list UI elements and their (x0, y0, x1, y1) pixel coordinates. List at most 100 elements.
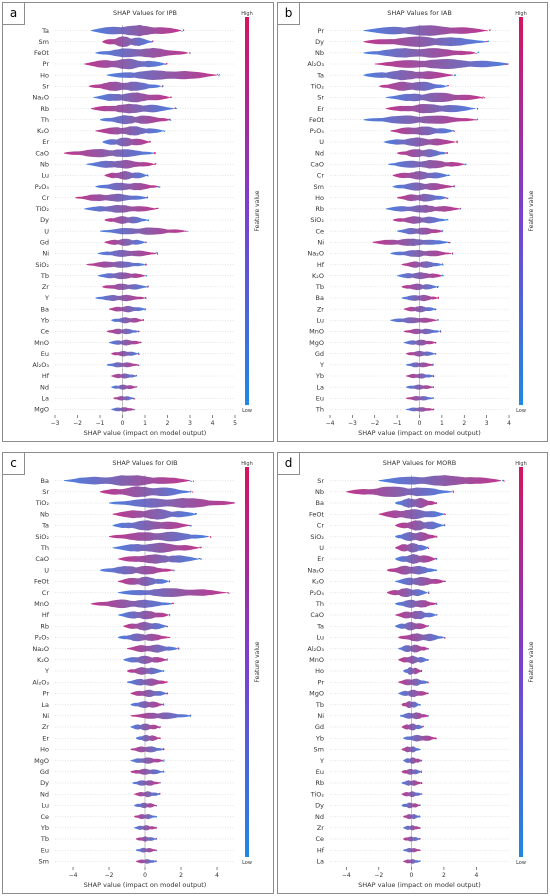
feature-label: Eu (316, 394, 324, 402)
outlier-dot (432, 386, 434, 388)
feature-label: Ta (316, 71, 324, 79)
feature-label: Ba (316, 294, 324, 302)
x-tick-label: 2 (462, 420, 466, 427)
feature-label: Ho (315, 667, 324, 675)
outlier-dot (155, 850, 157, 852)
feature-label: TiO₂ (35, 205, 50, 213)
outlier-dot (427, 659, 429, 661)
violin-U (383, 137, 456, 147)
colorbar (519, 467, 523, 857)
violin-FeOt (363, 115, 476, 124)
outlier-dot (227, 592, 229, 594)
feature-label: Pr (43, 60, 50, 68)
outlier-dot (145, 241, 147, 243)
feature-label: Ta (41, 522, 49, 530)
outlier-dot (427, 648, 429, 650)
outlier-dot (159, 726, 161, 728)
violin-Cr (395, 520, 444, 531)
violin-Ba (395, 497, 436, 509)
x-tick-label: 2 (179, 872, 183, 879)
outlier-dot (153, 152, 156, 154)
feature-label: Eu (41, 846, 49, 854)
violin-K₂O (397, 272, 442, 280)
outlier-dot (174, 107, 176, 109)
colorbar (519, 17, 523, 405)
feature-label: Na₂O (32, 645, 49, 653)
violin-Zr (403, 306, 436, 313)
outlier-dot (420, 670, 423, 672)
violin-Er (136, 734, 160, 742)
outlier-dot (162, 703, 165, 705)
feature-label: La (316, 858, 324, 866)
violin-Ce (106, 328, 139, 335)
outlier-dot (162, 748, 164, 750)
violin-Eu (406, 395, 433, 401)
feature-label: Er (317, 105, 324, 113)
outlier-dot (152, 40, 154, 42)
outlier-dot (155, 860, 157, 863)
violin-Er (385, 104, 476, 114)
feature-label: Ni (42, 250, 49, 258)
outlier-dot (163, 771, 165, 773)
violin-MnO (403, 328, 440, 335)
violin-Ta (363, 70, 454, 81)
colorbar-low-label: Low (516, 408, 526, 414)
violin-U (100, 565, 172, 575)
outlier-dot (432, 397, 434, 399)
outlier-dot (475, 52, 477, 55)
feature-label: MnO (309, 328, 324, 336)
outlier-dot (158, 186, 160, 188)
violin-Al₂O₃ (127, 678, 167, 686)
feature-label: Yb (315, 372, 324, 380)
feature-label: Ba (41, 477, 49, 485)
violin-Rb (401, 780, 422, 786)
violin-Lu (134, 802, 156, 809)
x-tick-label: −2 (73, 420, 82, 427)
violin-MgO (111, 407, 134, 412)
outlier-dot (427, 693, 429, 695)
outlier-dot (475, 119, 477, 121)
panel-d: SHAP Values for MORB −4 −2 0 2 4 SHAP value (i… (277, 452, 548, 894)
feature-label: Ce (315, 835, 324, 843)
feature-label: Ta (41, 27, 49, 35)
outlier-dot (488, 29, 491, 32)
feature-label: Sm (314, 183, 324, 191)
outlier-dot (454, 74, 456, 76)
violin-SiO₂ (86, 261, 145, 268)
violin-Al₂O₃ (374, 59, 509, 69)
outlier-dot (419, 816, 421, 818)
feature-label: Cr (42, 194, 50, 202)
shap-chart-oib: SHAP Values for OIB −4 −2 0 2 4 SHAP value (im… (32, 459, 261, 889)
outlier-dot (432, 409, 434, 411)
outlier-dot (190, 491, 192, 493)
x-tick-label: 5 (233, 420, 237, 427)
outlier-dot (432, 375, 435, 378)
feature-label: MnO (34, 600, 49, 608)
outlier-dot (158, 792, 161, 795)
outlier-dot (434, 352, 437, 355)
outlier-dot (185, 230, 187, 232)
panel-c: SHAP Values for OIB −4 −2 0 2 4 SHAP value (im… (2, 452, 274, 894)
outlier-dot (199, 547, 201, 549)
outlier-dot (209, 536, 211, 538)
outlier-dot (166, 693, 168, 695)
outlier-dot (476, 119, 478, 121)
outlier-dot (159, 782, 161, 784)
feature-label: Na₂O (32, 94, 49, 102)
x-tick-label: 0 (409, 872, 413, 879)
violin-Nd (397, 149, 447, 158)
violin-Er (102, 137, 150, 147)
x-tick-label: −2 (105, 872, 114, 879)
x-axis-label: SHAP value (impact on model output) (358, 881, 481, 889)
violin-SiO₂ (392, 216, 447, 224)
violin-Nb (112, 508, 196, 520)
outlier-dot (436, 286, 439, 288)
violin-Th (112, 542, 199, 553)
violin-FeOt (95, 47, 188, 58)
x-tick-label: 4 (507, 420, 511, 427)
violin-SiO₂ (109, 531, 208, 542)
outlier-dot (169, 118, 171, 120)
outlier-dot (443, 580, 445, 582)
violin-Y (403, 757, 422, 764)
outlier-dot (163, 130, 166, 132)
